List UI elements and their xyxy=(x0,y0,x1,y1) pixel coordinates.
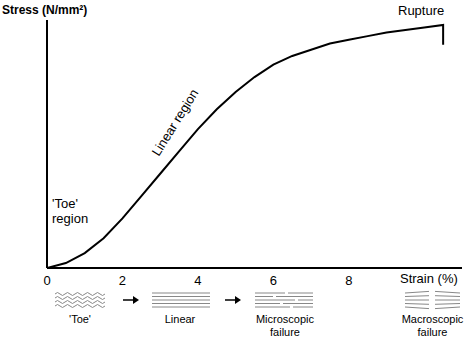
svg-text:6: 6 xyxy=(270,273,277,288)
html-text:Rupture: Rupture xyxy=(398,3,445,18)
html-text:Linear region: Linear region xyxy=(148,86,202,159)
svg-text:8: 8 xyxy=(345,273,352,288)
html-text:Stress (N/mm²): Stress (N/mm²) xyxy=(2,3,88,17)
html-text:Strain (%): Strain (%) xyxy=(400,271,458,286)
svg-text:2: 2 xyxy=(119,273,126,288)
html-text:'Toe' region: 'Toe' region xyxy=(52,196,89,226)
html-text:Microscopic failure: Microscopic failure xyxy=(256,313,314,338)
html-text:Linear: Linear xyxy=(164,313,196,325)
svg-text:4: 4 xyxy=(194,273,201,288)
svg-text:0: 0 xyxy=(43,273,50,288)
html-text:Macroscopic failure: Macroscopic failure xyxy=(401,313,464,338)
html-text:'Toe': 'Toe' xyxy=(69,313,91,325)
